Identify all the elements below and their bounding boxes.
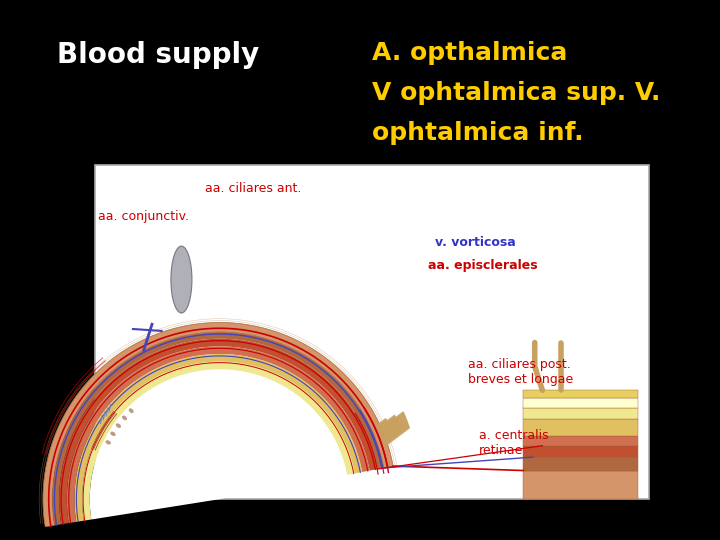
Text: A. opthalmica: A. opthalmica — [372, 41, 568, 65]
Ellipse shape — [171, 246, 192, 313]
Bar — [523, 457, 638, 470]
Text: aa. ciliares post.
breves et longae: aa. ciliares post. breves et longae — [468, 358, 573, 386]
Text: v. vorticosa: v. vorticosa — [436, 235, 516, 248]
Ellipse shape — [129, 408, 134, 413]
Polygon shape — [43, 322, 393, 527]
Text: aa. conjunctiv.: aa. conjunctiv. — [99, 210, 189, 223]
Text: V ophtalmica sup. V.: V ophtalmica sup. V. — [372, 81, 661, 105]
Bar — [523, 398, 638, 408]
Bar — [523, 446, 638, 457]
Polygon shape — [53, 332, 384, 525]
Polygon shape — [82, 362, 355, 521]
Polygon shape — [74, 354, 362, 522]
Text: aa. episclerales: aa. episclerales — [428, 259, 537, 272]
Ellipse shape — [110, 431, 116, 436]
Bar — [523, 408, 638, 419]
Bar — [523, 390, 638, 398]
Ellipse shape — [105, 440, 111, 444]
Polygon shape — [90, 369, 347, 519]
Bar — [523, 419, 638, 436]
Bar — [523, 436, 638, 446]
Ellipse shape — [116, 423, 121, 428]
Ellipse shape — [122, 416, 127, 420]
Text: a. centralis
retinae: a. centralis retinae — [480, 429, 549, 456]
Polygon shape — [67, 346, 369, 523]
Bar — [96, 165, 649, 499]
Polygon shape — [59, 339, 377, 524]
Text: Blood supply: Blood supply — [58, 41, 259, 69]
Bar — [523, 470, 638, 499]
Text: aa. ciliares ant.: aa. ciliares ant. — [205, 182, 302, 195]
Text: ophtalmica inf.: ophtalmica inf. — [372, 121, 584, 145]
